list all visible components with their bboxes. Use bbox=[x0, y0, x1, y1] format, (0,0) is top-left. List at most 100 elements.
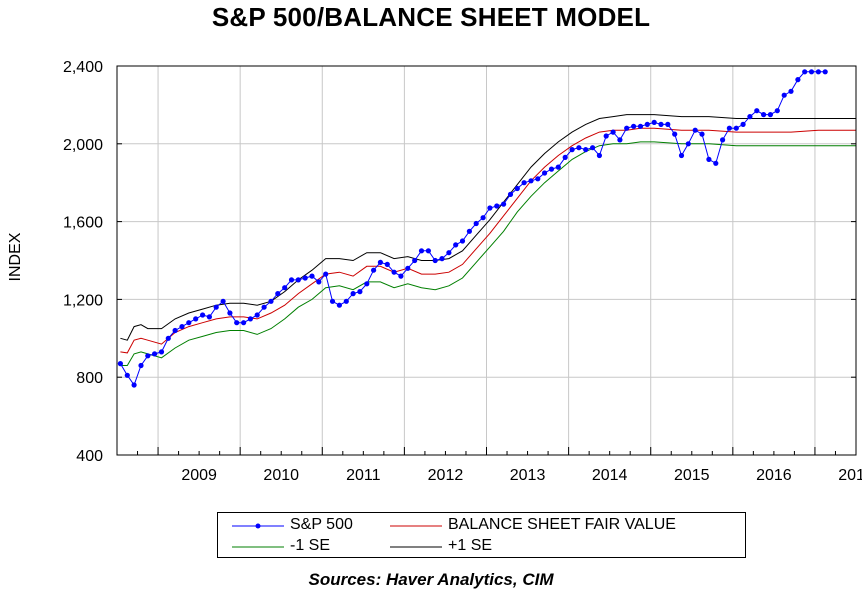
sp500-point bbox=[733, 125, 739, 131]
sp500-point bbox=[480, 215, 486, 221]
sp500-point bbox=[507, 191, 514, 197]
sp500-point bbox=[651, 119, 657, 125]
x-tick-label: 2017 bbox=[838, 467, 862, 484]
sp500-point bbox=[610, 129, 616, 135]
sp500-point bbox=[576, 145, 582, 151]
sp500-point bbox=[186, 320, 192, 326]
sp500-point bbox=[501, 201, 507, 207]
sp500-point bbox=[371, 267, 377, 273]
legend-swatch-minus-se bbox=[232, 546, 284, 548]
y-tick-label: 800 bbox=[76, 370, 103, 387]
sp500-point bbox=[521, 180, 527, 186]
sp500-point bbox=[665, 121, 671, 127]
series-group bbox=[117, 69, 856, 388]
sp500-point bbox=[247, 316, 253, 322]
sp500-point bbox=[713, 160, 719, 166]
x-tick-label: 2016 bbox=[756, 467, 792, 484]
sp500-point bbox=[802, 69, 808, 75]
sp500-point bbox=[350, 291, 356, 297]
sp500-point bbox=[658, 121, 664, 127]
sp500-point bbox=[165, 335, 171, 341]
grid-lines bbox=[117, 66, 856, 455]
sp500-point bbox=[268, 298, 274, 304]
sp500-point bbox=[494, 203, 500, 209]
legend-item-fair-value: BALANCE SHEET FAIR VALUE bbox=[386, 515, 746, 535]
sp500-point bbox=[590, 145, 596, 151]
sp500-point bbox=[377, 259, 383, 265]
legend-item-sp500: S&P 500 bbox=[228, 515, 428, 535]
legend-swatch-fair-value bbox=[390, 525, 442, 527]
sp500-point bbox=[302, 275, 308, 281]
y-tick-label: 400 bbox=[76, 448, 103, 465]
sp500-point bbox=[528, 178, 534, 184]
legend-swatch-plus-se bbox=[390, 546, 442, 548]
sp500-point bbox=[227, 310, 233, 316]
y-tick-label: 1,600 bbox=[63, 215, 103, 232]
x-tick-label: 2014 bbox=[592, 467, 628, 484]
sp500-point bbox=[781, 92, 787, 98]
sp500-point bbox=[364, 281, 370, 287]
sp500-point bbox=[767, 112, 774, 118]
sources-note: Sources: Haver Analytics, CIM bbox=[308, 570, 554, 589]
sp500-point bbox=[459, 238, 466, 244]
sp500-point bbox=[637, 123, 644, 129]
sp500-point bbox=[418, 248, 425, 254]
sp500-point bbox=[514, 185, 520, 192]
sp500-point bbox=[788, 88, 794, 94]
sp500-point bbox=[453, 242, 459, 248]
sp500-point bbox=[316, 279, 322, 285]
sp500-point bbox=[329, 298, 336, 304]
sp500-point bbox=[672, 131, 678, 137]
sp500-point bbox=[617, 137, 623, 143]
sp500-point bbox=[562, 154, 568, 160]
sp500-point bbox=[261, 304, 267, 310]
sp500-point bbox=[282, 285, 288, 291]
sp500-point bbox=[631, 123, 637, 129]
sp500-point bbox=[220, 298, 226, 304]
sp500-point bbox=[138, 362, 144, 369]
x-tick-label: 2013 bbox=[510, 467, 546, 484]
sp500-point bbox=[206, 314, 212, 320]
sp500-point bbox=[542, 170, 548, 176]
sp500-point bbox=[795, 77, 801, 83]
sp500-point bbox=[583, 147, 589, 153]
legend-label-minus-se: -1 SE bbox=[290, 537, 331, 554]
legend-label-fair-value: BALANCE SHEET FAIR VALUE bbox=[448, 516, 676, 533]
x-tick-label: 2010 bbox=[263, 467, 299, 484]
sp500-point bbox=[808, 69, 815, 75]
series-line-1 bbox=[120, 127, 856, 354]
sp500-point bbox=[548, 166, 555, 172]
y-tick-label: 2,000 bbox=[63, 137, 103, 154]
sp500-point bbox=[473, 220, 479, 227]
sp500-point bbox=[446, 250, 452, 256]
sp500-point bbox=[603, 133, 609, 139]
sp500-point bbox=[596, 152, 603, 159]
legend-swatch-sp500 bbox=[232, 523, 284, 529]
sp500-point bbox=[179, 324, 185, 330]
sp500-point bbox=[172, 327, 178, 334]
sp500-point bbox=[685, 141, 691, 147]
sp500-point bbox=[288, 277, 295, 283]
sp500-point bbox=[774, 108, 780, 114]
sp500-point bbox=[213, 304, 219, 310]
axes: 400 800 1,200 1,600 2,000 2,400 2009 2010 2011 20… bbox=[63, 59, 862, 484]
series-line-2 bbox=[120, 141, 856, 366]
sp500-point bbox=[644, 121, 650, 127]
sp500-point bbox=[309, 273, 315, 279]
sp500-point bbox=[275, 291, 281, 297]
sp500-point bbox=[678, 152, 685, 159]
chart-title: S&P 500/BALANCE SHEET MODEL bbox=[211, 2, 651, 32]
legend-item-plus-se: +1 SE bbox=[386, 536, 586, 556]
sp500-point bbox=[254, 312, 260, 318]
sp500-point bbox=[158, 349, 165, 355]
sp500-point bbox=[117, 361, 123, 367]
sp500-point bbox=[432, 257, 438, 264]
sp500-point bbox=[323, 271, 329, 277]
sp500-point bbox=[747, 114, 753, 120]
legend: S&P 500 BALANCE SHEET FAIR VALUE -1 SE +… bbox=[217, 512, 746, 558]
sp500-point bbox=[466, 228, 472, 234]
sp500-point bbox=[487, 205, 493, 211]
sp500-point bbox=[815, 69, 822, 75]
x-tick-label: 2009 bbox=[181, 467, 217, 484]
sp500-point bbox=[425, 248, 431, 254]
